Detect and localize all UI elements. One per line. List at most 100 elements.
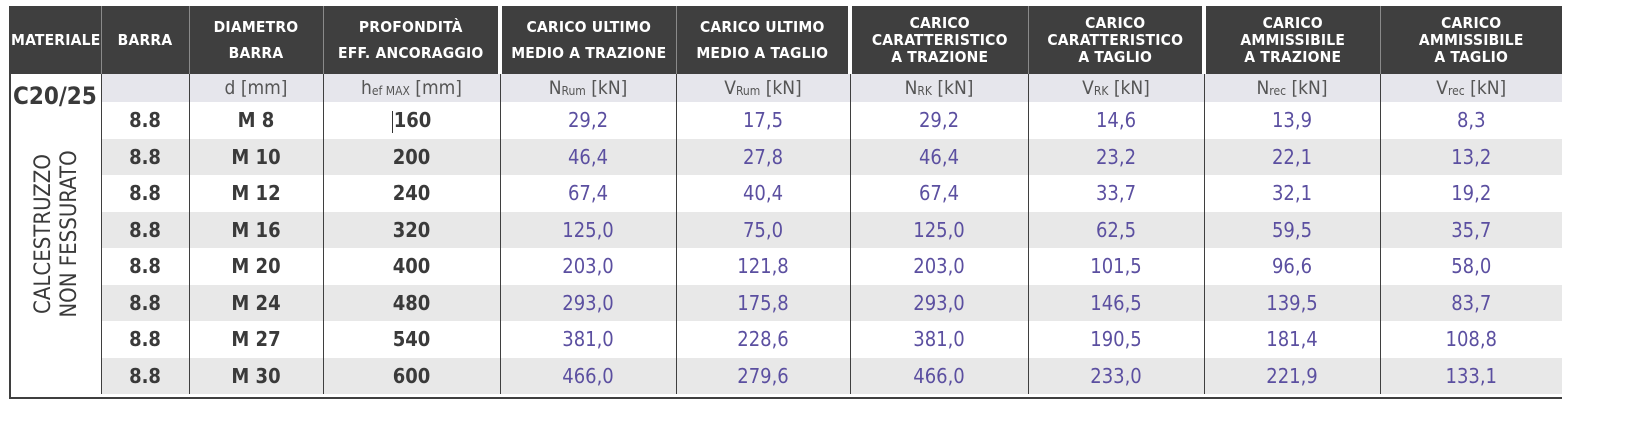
- cell-barra: 8.8: [101, 321, 190, 358]
- cell-diametro: M 20: [189, 248, 324, 285]
- unit-label: [kN]: [1108, 77, 1150, 99]
- header-materiale: MATERIALE: [9, 6, 102, 74]
- table-bottom-border: [9, 397, 1562, 399]
- cell-v-rk: 62,5: [1028, 211, 1205, 248]
- units-cell-v-rec: Vrec [kN]: [1380, 74, 1562, 102]
- cell-profondita: 200: [323, 138, 501, 175]
- cell-diametro: M 16: [189, 211, 324, 248]
- unit-label: [kN]: [1464, 77, 1507, 99]
- cell-v-rum: 228,6: [676, 321, 851, 358]
- header-cct-line1: CARICO: [909, 13, 970, 32]
- cell-n-rk: 125,0: [850, 211, 1029, 248]
- table-row: 8.8 M 27 540 381,0 228,6 381,0 190,5 181,4 108,8: [9, 321, 1562, 358]
- cell-n-rk: 466,0: [850, 357, 1029, 394]
- header-materiale-label: MATERIALE: [11, 30, 101, 49]
- cell-v-rum: 279,6: [676, 357, 851, 394]
- header-cat-line3: A TRAZIONE: [1244, 47, 1342, 66]
- cell-n-rum: 203,0: [500, 248, 677, 285]
- material-code: C20/25: [13, 82, 97, 110]
- unit-subscript: ef MAX: [371, 84, 410, 98]
- cell-n-rum: 67,4: [500, 175, 677, 212]
- units-cell-n-rum: NRum [kN]: [500, 74, 677, 102]
- cell-diametro: M 12: [189, 175, 324, 212]
- cell-v-rk: 14,6: [1028, 102, 1205, 139]
- header-diametro: DIAMETRO BARRA: [189, 6, 324, 74]
- cell-n-rec: 22,1: [1204, 138, 1381, 175]
- cell-v-rec: 108,8: [1380, 321, 1562, 358]
- cell-v-rum: 40,4: [676, 175, 851, 212]
- cell-n-rum: 46,4: [500, 138, 677, 175]
- header-row: MATERIALE BARRA DIAMETRO BARRA PROFONDIT…: [9, 6, 1562, 74]
- cell-profondita: 320: [323, 211, 501, 248]
- unit-label: [kN]: [585, 77, 628, 99]
- cell-barra: 8.8: [101, 284, 190, 321]
- unit-label: [kN]: [760, 77, 802, 99]
- cell-barra: 8.8: [101, 357, 190, 394]
- cell-diametro: M 30: [189, 357, 324, 394]
- header-cctg-line1: CARICO: [1085, 13, 1146, 32]
- cell-v-rum: 17,5: [676, 102, 851, 139]
- unit-subscript: Rum: [735, 84, 761, 98]
- units-cell-diametro: d [mm]: [189, 74, 324, 102]
- units-row: C20/25 CALCESTRUZZO NON FESSURATO d [mm]…: [9, 74, 1562, 394]
- unit-symbol: V: [1082, 77, 1094, 99]
- unit-symbol: N: [548, 77, 562, 99]
- cell-v-rk: 33,7: [1028, 175, 1205, 212]
- unit-label: [mm]: [235, 77, 288, 99]
- cell-v-rec: 35,7: [1380, 211, 1562, 248]
- cell-v-rum: 175,8: [676, 284, 851, 321]
- cell-n-rec: 181,4: [1204, 321, 1381, 358]
- header-profondita-line1: PROFONDITÀ: [358, 17, 463, 36]
- header-carico-caratteristico-trazione: CARICO CARATTERISTICO A TRAZIONE: [850, 6, 1029, 74]
- unit-subscript: RK: [917, 84, 932, 98]
- cell-v-rk: 146,5: [1028, 284, 1205, 321]
- unit-symbol: d: [224, 77, 236, 99]
- cell-profondita: 540: [323, 321, 501, 358]
- cell-diametro: M 24: [189, 284, 324, 321]
- cell-v-rum: 75,0: [676, 211, 851, 248]
- cell-v-rum: 121,8: [676, 248, 851, 285]
- header-profondita: PROFONDITÀ EFF. ANCORAGGIO: [323, 6, 502, 74]
- cell-profondita: 400: [323, 248, 501, 285]
- header-cutg-line2: MEDIO A TAGLIO: [696, 43, 829, 62]
- anchor-load-table: MATERIALE BARRA DIAMETRO BARRA PROFONDIT…: [9, 6, 1562, 394]
- cell-n-rk: 203,0: [850, 248, 1029, 285]
- unit-symbol: V: [724, 77, 736, 99]
- cell-diametro: M 27: [189, 321, 324, 358]
- header-carico-ammissibile-trazione: CARICO AMMISSIBILE A TRAZIONE: [1204, 6, 1381, 74]
- cell-barra: 8.8: [101, 175, 190, 212]
- cell-diametro: M 10: [189, 138, 324, 175]
- header-carico-caratteristico-taglio: CARICO CARATTERISTICO A TAGLIO: [1028, 6, 1206, 74]
- header-diametro-line2: BARRA: [228, 43, 284, 62]
- cell-n-rum: 381,0: [500, 321, 677, 358]
- table-left-border: [9, 74, 11, 399]
- header-cat-line2: AMMISSIBILE: [1240, 30, 1346, 49]
- cell-v-rk: 190,5: [1028, 321, 1205, 358]
- cell-v-rec: 8,3: [1380, 102, 1562, 139]
- unit-symbol: N: [1256, 77, 1270, 99]
- cell-n-rec: 221,9: [1204, 357, 1381, 394]
- cell-barra: 8.8: [101, 138, 190, 175]
- unit-label: [mm]: [409, 77, 462, 99]
- unit-label: [kN]: [931, 77, 974, 99]
- header-barra: BARRA: [101, 6, 190, 74]
- cell-v-rec: 83,7: [1380, 284, 1562, 321]
- table-row: 8.8 M 10 200 46,4 27,8 46,4 23,2 22,1 13,2: [9, 138, 1562, 175]
- cell-v-rk: 101,5: [1028, 248, 1205, 285]
- cell-v-rec: 58,0: [1380, 248, 1562, 285]
- header-catg-line1: CARICO: [1441, 13, 1502, 32]
- cell-v-rk: 233,0: [1028, 357, 1205, 394]
- text-cursor: [391, 110, 393, 133]
- units-cell-barra: [101, 74, 190, 102]
- table-row: 8.8 M 30 600 466,0 279,6 466,0 233,0 221,9 133,1: [9, 357, 1562, 394]
- units-cell-profondita: hef MAX [mm]: [323, 74, 501, 102]
- header-cat-line1: CARICO: [1262, 13, 1323, 32]
- header-catg-line2: AMMISSIBILE: [1418, 30, 1524, 49]
- header-barra-label: BARRA: [117, 30, 173, 49]
- table-row: 8.8 M 12 240 67,4 40,4 67,4 33,7 32,1 19,2: [9, 175, 1562, 212]
- cell-v-rec: 19,2: [1380, 175, 1562, 212]
- unit-subscript: rec: [1447, 84, 1465, 98]
- unit-subscript: Rum: [561, 84, 586, 98]
- header-cct-line2: CARATTERISTICO: [871, 30, 1008, 49]
- unit-symbol: V: [1436, 77, 1448, 99]
